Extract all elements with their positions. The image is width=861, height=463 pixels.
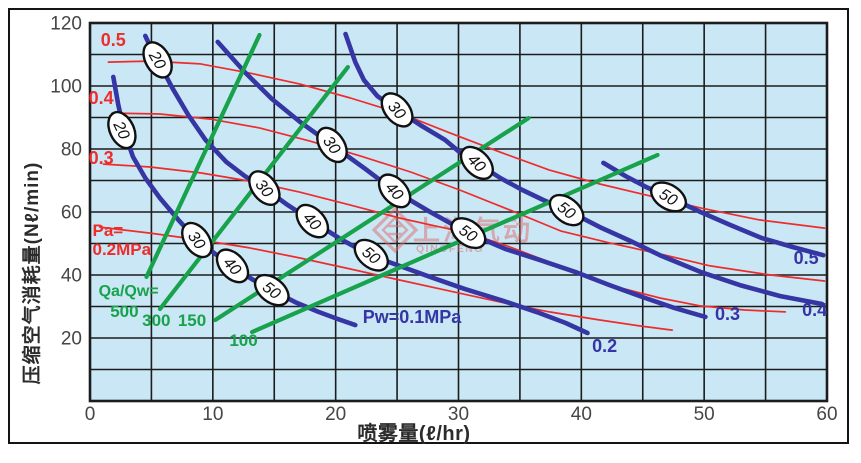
nozzle-marker-20: 20 [107,110,137,150]
curve-label: Qa/Qw= [99,283,159,300]
svg-text:10: 10 [202,404,223,425]
nozzle-marker-50: 50 [649,181,688,213]
curve-label: 0.2MPa [93,240,152,259]
nozzle-marker-50: 50 [253,273,290,307]
curve-label: 300 [142,311,170,330]
curve-pw-0.3mpa [215,39,708,320]
curve-label: 0.2 [592,336,617,356]
svg-text:0: 0 [85,404,96,425]
nozzle-marker-40: 40 [377,173,412,209]
nozzle-marker-30: 30 [380,92,414,128]
svg-text:100: 100 [50,77,82,98]
curve-label: 0.4 [89,88,114,108]
nozzle-marker-40: 40 [459,145,494,180]
nozzle-marker-40: 40 [295,203,330,239]
svg-text:30: 30 [448,404,469,425]
nozzle-marker-30: 30 [181,221,213,259]
curve-label: 150 [178,311,206,330]
svg-text:40: 40 [61,266,82,287]
svg-text:60: 60 [816,404,837,425]
svg-text:20: 20 [325,404,346,425]
curve-label: 0.3 [89,148,114,168]
curve-label: 0.5 [101,30,126,50]
nozzle-marker-20: 20 [142,41,173,79]
nozzle-marker-30: 30 [316,126,348,164]
curve-label: 0.3 [715,304,740,324]
curve-label: 0.4 [802,300,827,320]
curve-qa-qw-100 [250,152,660,335]
curve-pw-0.4mpa [343,31,825,307]
curve-label: 500 [110,302,138,321]
nozzle-marker-50: 50 [450,217,487,250]
curve-pa-0.4mpa [111,112,826,282]
svg-text:60: 60 [61,203,82,224]
svg-text:20: 20 [109,118,132,142]
curve-pw-0.5mpa [601,160,826,258]
curve-qa-qw-500 [144,32,262,279]
svg-text:120: 120 [50,14,82,35]
svg-text:50: 50 [694,404,715,425]
nozzle-marker-40: 40 [215,248,250,284]
curve-label: 100 [229,331,257,350]
svg-text:80: 80 [61,140,82,161]
svg-text:50: 50 [656,186,680,210]
plot-border [88,21,829,403]
nozzle-marker-30: 30 [248,170,281,206]
curve-label: Pa= [93,221,124,240]
x-axis-title: 喷雾量(ℓ/hr) [357,423,471,445]
nozzle-marker-50: 50 [353,238,389,272]
svg-text:20: 20 [61,329,82,350]
y-axis-title: 压缩空气消耗量(Nℓ/min) [22,161,43,385]
svg-text:40: 40 [571,404,592,425]
curve-label: Pw=0.1MPa [363,307,463,327]
nozzle-marker-50: 50 [548,193,585,227]
curve-label: 0.5 [794,248,819,268]
